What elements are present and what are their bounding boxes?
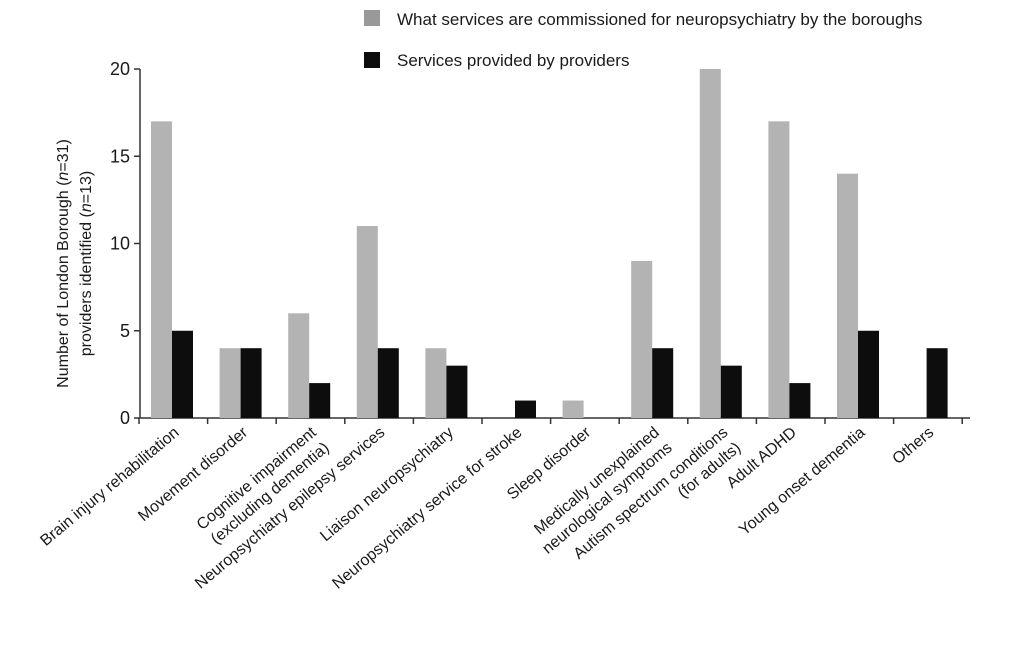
x-category-label: Others bbox=[889, 424, 937, 468]
x-category-label-line: Brain injury rehabilitation bbox=[37, 424, 182, 550]
y-axis-title-part: n bbox=[78, 203, 95, 212]
bar-commissioned bbox=[425, 348, 447, 418]
y-tick-label: 10 bbox=[110, 234, 130, 254]
bar-commissioned bbox=[356, 226, 378, 418]
y-tick-label: 0 bbox=[120, 408, 130, 428]
y-axis-title-part: Number of London Borough ( bbox=[55, 180, 72, 388]
bar-commissioned bbox=[837, 173, 858, 418]
y-tick-label: 15 bbox=[110, 146, 130, 166]
y-axis-title-part: =31) bbox=[55, 139, 72, 171]
x-category-label-line: Young onset dementia bbox=[736, 424, 869, 539]
bars bbox=[151, 69, 948, 418]
x-category-label: Liaison neuropsychiatry bbox=[317, 424, 457, 545]
bar-commissioned bbox=[768, 121, 790, 418]
y-axis-title-part: =13) bbox=[78, 171, 95, 203]
bar-commissioned bbox=[219, 348, 241, 418]
y-tick-label: 5 bbox=[120, 321, 130, 341]
bar-commissioned bbox=[631, 260, 653, 418]
bar-providers bbox=[240, 348, 262, 418]
x-category-label: Young onset dementia bbox=[736, 424, 869, 539]
bar-commissioned bbox=[699, 69, 721, 418]
y-axis-title-part: n bbox=[55, 172, 72, 181]
x-category-label: Brain injury rehabilitation bbox=[37, 424, 182, 550]
bar-providers bbox=[858, 330, 879, 418]
x-category-label-line: Others bbox=[889, 424, 937, 468]
y-axis-title-part: providers identified ( bbox=[78, 211, 95, 356]
bar-providers bbox=[172, 330, 193, 418]
bar-providers bbox=[789, 383, 811, 418]
bar-providers bbox=[446, 365, 468, 418]
y-axis-title-line: Number of London Borough (n=31) bbox=[55, 139, 72, 388]
x-category-label-line: Liaison neuropsychiatry bbox=[317, 424, 457, 545]
y-axis-title-line: providers identified (n=13) bbox=[78, 171, 95, 356]
bar-providers bbox=[309, 383, 331, 418]
y-tick-label: 20 bbox=[110, 59, 130, 79]
x-category-label-line: Medically unexplained bbox=[531, 424, 663, 538]
bar-providers bbox=[926, 348, 948, 418]
bar-providers bbox=[720, 365, 742, 418]
legend-label-commissioned: What services are commissioned for neuro… bbox=[397, 10, 922, 29]
axes: 0 5 10 15 20 bbox=[110, 59, 970, 428]
bar-commissioned bbox=[288, 313, 310, 418]
legend-swatch-providers bbox=[364, 52, 380, 68]
bar-providers bbox=[652, 348, 674, 418]
legend-label-providers: Services provided by providers bbox=[397, 51, 629, 70]
bar-commissioned bbox=[151, 121, 172, 418]
legend: What services are commissioned for neuro… bbox=[364, 10, 922, 70]
bar-providers bbox=[515, 400, 536, 418]
bar-commissioned bbox=[562, 400, 584, 418]
bar-providers bbox=[377, 348, 399, 418]
y-axis-title: Number of London Borough (n=31)providers… bbox=[55, 139, 95, 388]
legend-swatch-commissioned bbox=[364, 10, 380, 26]
